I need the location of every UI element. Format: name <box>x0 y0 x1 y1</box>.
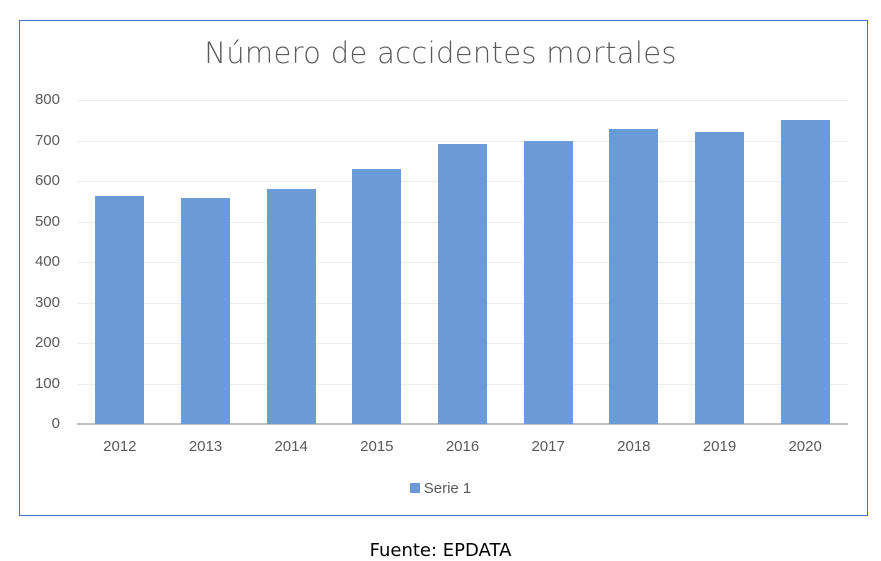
bar-2018 <box>609 128 659 424</box>
x-tick-label: 2012 <box>103 438 137 455</box>
y-tick-label: 100 <box>34 374 60 392</box>
y-tick-label: 500 <box>34 212 60 230</box>
bar-2016 <box>438 143 487 424</box>
legend-label: Serie 1 <box>423 480 472 497</box>
bar-2020 <box>780 119 830 424</box>
y-tick-label: 800 <box>34 91 60 108</box>
plot-area <box>77 100 848 425</box>
y-tick-label: 300 <box>34 293 60 311</box>
x-tick-label: 2013 <box>188 438 223 455</box>
x-tick-label: 2014 <box>274 438 308 455</box>
bar-2014 <box>266 189 316 424</box>
x-tick-label: 2017 <box>531 438 565 455</box>
y-tick-label: 400 <box>34 253 60 270</box>
x-tick-label: 2020 <box>788 438 822 455</box>
x-tick-label: 2018 <box>617 438 651 455</box>
y-tick-label: 700 <box>34 131 60 149</box>
x-tick-label: 2015 <box>360 438 394 455</box>
y-tick-label: 0 <box>51 415 60 432</box>
bar-2017 <box>523 140 573 424</box>
chart-title: Número de accidentes mortales <box>204 36 677 70</box>
y-tick-label: 600 <box>34 172 60 189</box>
source-caption: Fuente: EPDATA <box>369 540 512 561</box>
bar-2013 <box>181 198 230 424</box>
gridline <box>77 100 848 101</box>
legend-swatch-icon <box>409 483 420 493</box>
gridline <box>77 140 848 142</box>
bar-2015 <box>352 169 402 424</box>
legend: Serie 1 <box>0 480 881 497</box>
x-tick-label: 2016 <box>445 438 480 455</box>
x-tick-label: 2019 <box>702 438 737 455</box>
x-axis-line <box>77 423 848 425</box>
bar-2019 <box>695 132 744 424</box>
y-tick-label: 200 <box>34 334 60 351</box>
bar-2012 <box>95 196 145 424</box>
